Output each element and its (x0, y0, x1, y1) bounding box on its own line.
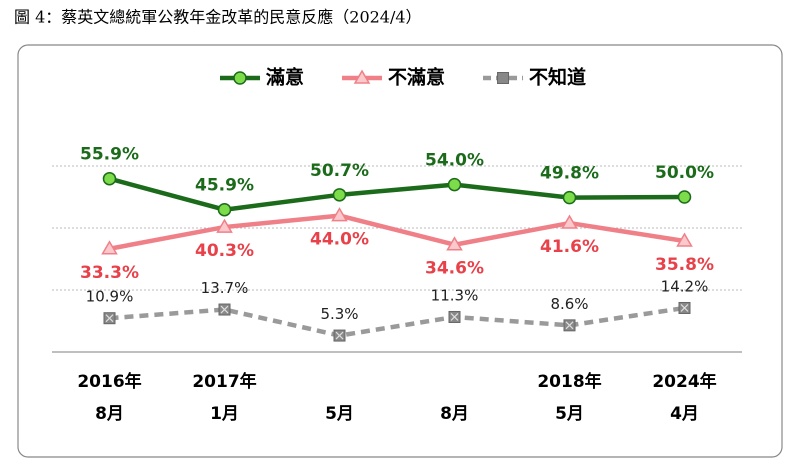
marker (561, 214, 578, 229)
data-label: 54.0% (425, 151, 484, 171)
data-label: 45.9% (195, 176, 254, 196)
series-line (109, 305, 685, 338)
marker (447, 177, 462, 192)
data-label: 10.9% (86, 288, 134, 306)
x-tick-year: 2024年 (652, 371, 716, 392)
data-label: 14.2% (661, 277, 709, 295)
data-label: 40.3% (195, 241, 254, 261)
x-tick-label: 8月 (440, 404, 469, 424)
legend-label: 不滿意 (388, 66, 445, 89)
data-label: 55.9% (80, 145, 139, 165)
marker (332, 188, 347, 202)
marker (676, 232, 693, 247)
legend-marker (497, 72, 510, 84)
marker (331, 207, 348, 222)
legend-label: 不知道 (529, 66, 586, 89)
series-line (109, 213, 685, 251)
marker (101, 240, 118, 255)
data-label: 8.6% (550, 295, 588, 313)
data-label: 41.6% (540, 237, 599, 257)
x-tick-label: 1月 (210, 404, 239, 424)
marker (677, 190, 692, 204)
data-label: 13.7% (201, 279, 249, 297)
chart-frame (17, 44, 783, 458)
x-tick-label: 8月 (95, 404, 124, 424)
marker (217, 202, 232, 217)
marker-cross (105, 314, 114, 323)
x-tick-label: 4月 (670, 404, 699, 424)
chart-title: 圖 4：蔡英文總統軍公教年金改革的民意反應（2024/4） (14, 8, 422, 27)
legend-label: 滿意 (266, 66, 304, 89)
data-label: 44.0% (310, 230, 369, 250)
x-tick-year: 2016年 (77, 371, 141, 392)
legend-marker (233, 71, 247, 85)
marker-cross (335, 331, 344, 340)
data-label: 35.8% (655, 255, 714, 275)
marker (102, 171, 117, 186)
data-label: 34.6% (425, 259, 484, 279)
data-label: 50.7% (310, 161, 369, 181)
legend-marker (353, 69, 371, 84)
marker (216, 218, 233, 233)
data-label: 50.0% (655, 163, 714, 183)
marker-cross (680, 304, 689, 312)
x-tick-year: 2018年 (537, 371, 601, 392)
data-label: 33.3% (80, 263, 139, 283)
x-tick-label: 5月 (325, 404, 354, 424)
marker-cross (450, 313, 459, 321)
data-label: 11.3% (431, 286, 479, 304)
marker (562, 190, 577, 205)
x-tick-label: 5月 (555, 404, 584, 424)
data-label: 5.3% (320, 305, 358, 323)
data-label: 49.8% (540, 164, 599, 184)
series-line (108, 176, 685, 212)
marker (446, 236, 463, 251)
marker-cross (220, 305, 229, 314)
marker-cross (565, 321, 574, 330)
x-tick-year: 2017年 (192, 371, 256, 392)
